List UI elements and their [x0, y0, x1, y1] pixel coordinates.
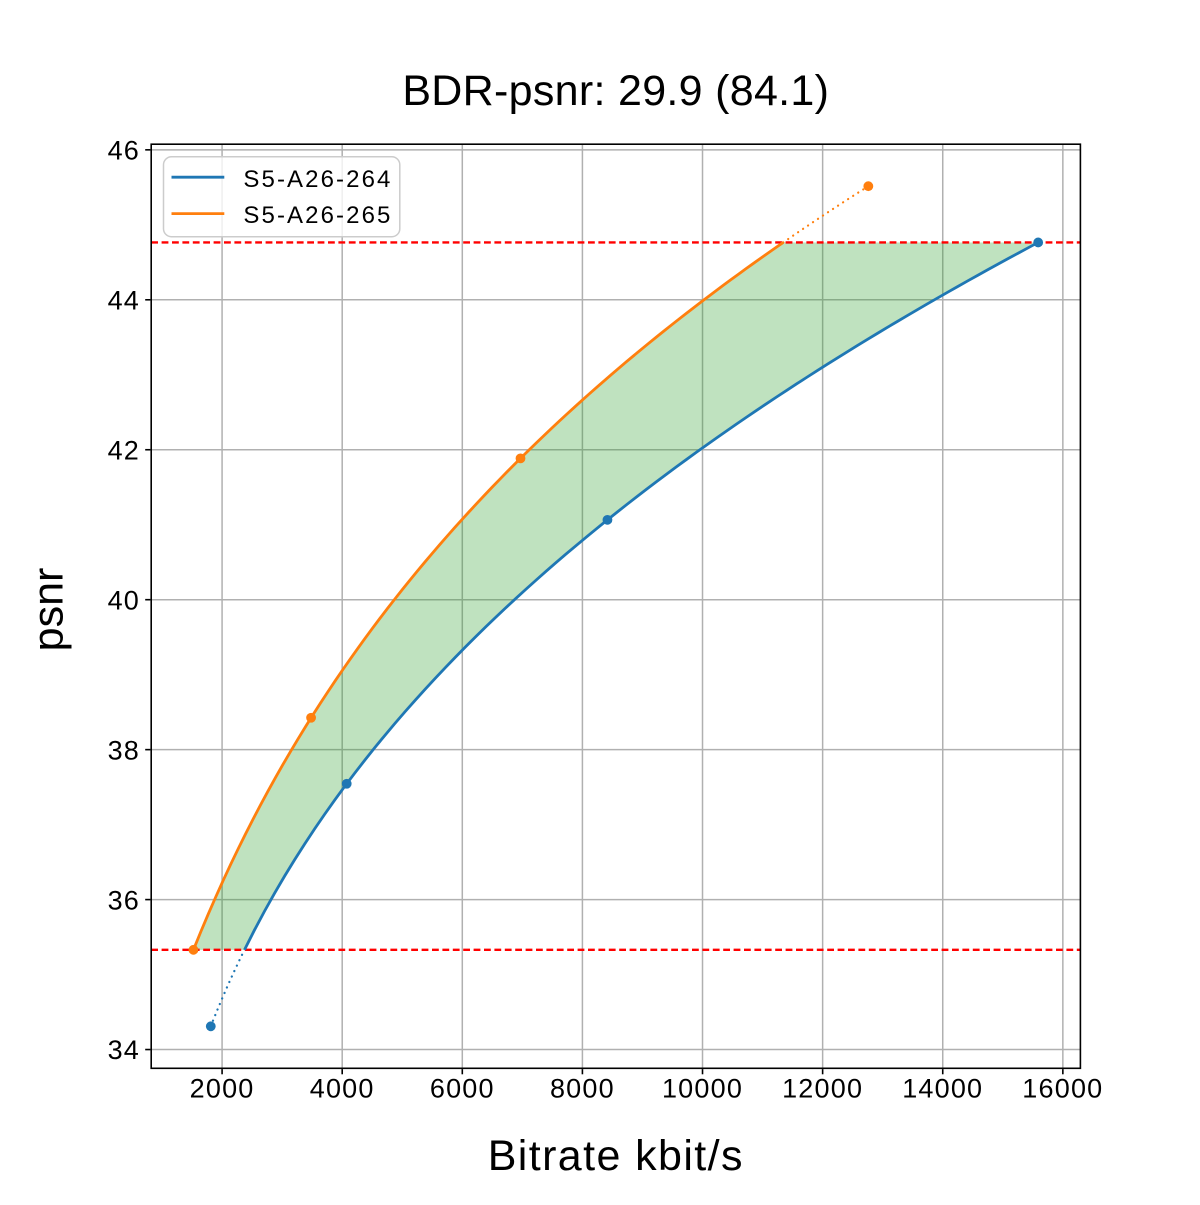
svg-text:16000: 16000: [1022, 1074, 1103, 1104]
svg-text:S5-A26-265: S5-A26-265: [243, 202, 392, 229]
svg-text:34: 34: [108, 1035, 140, 1065]
svg-text:Bitrate kbit/s: Bitrate kbit/s: [488, 1132, 744, 1180]
svg-text:10000: 10000: [662, 1074, 743, 1104]
svg-text:psnr: psnr: [24, 568, 72, 652]
svg-text:42: 42: [108, 435, 140, 465]
svg-text:46: 46: [108, 136, 140, 166]
svg-text:6000: 6000: [430, 1074, 495, 1104]
svg-text:BDR-psnr: 29.9 (84.1): BDR-psnr: 29.9 (84.1): [402, 67, 829, 115]
svg-text:12000: 12000: [782, 1074, 863, 1104]
svg-text:S5-A26-264: S5-A26-264: [243, 166, 392, 193]
svg-text:14000: 14000: [902, 1074, 983, 1104]
svg-text:36: 36: [108, 885, 140, 915]
svg-text:4000: 4000: [310, 1074, 375, 1104]
svg-text:44: 44: [108, 285, 140, 315]
svg-text:38: 38: [108, 735, 140, 765]
svg-text:40: 40: [108, 585, 140, 615]
svg-text:2000: 2000: [190, 1074, 255, 1104]
svg-text:8000: 8000: [550, 1074, 615, 1104]
